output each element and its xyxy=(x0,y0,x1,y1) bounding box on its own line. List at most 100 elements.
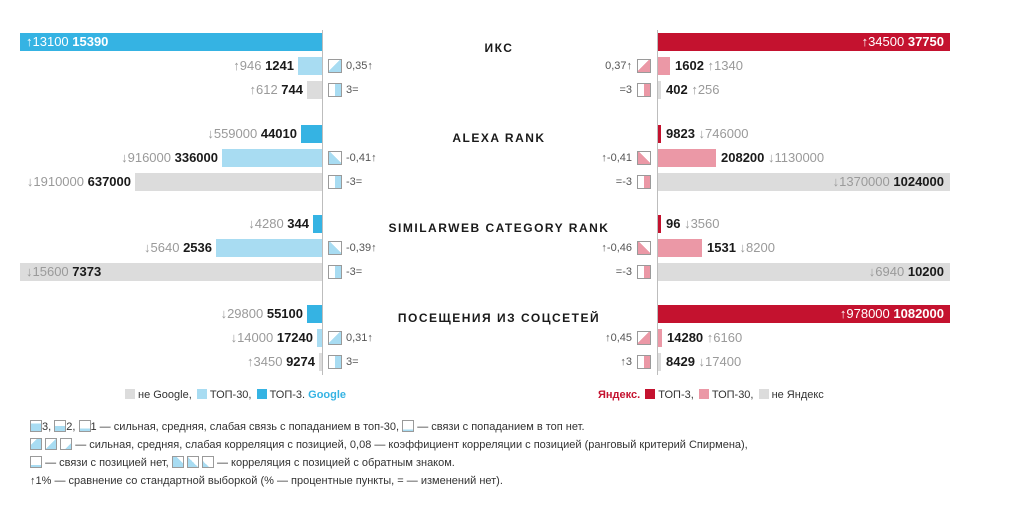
compare-value: ↑946 xyxy=(233,58,266,73)
right-axis-line xyxy=(657,30,658,375)
yandex-bar xyxy=(658,81,661,99)
google-value-label: ↓29800 55100 xyxy=(221,305,303,323)
google-value-label: ↓5640 2536 xyxy=(144,239,212,257)
bar-value: 15390 xyxy=(72,34,109,49)
google-value-label: ↓1910000 637000 xyxy=(27,173,131,191)
compare-value: ↓8200 xyxy=(739,240,775,255)
yandex-corr-value: 0,37↑ xyxy=(605,60,632,72)
google-bar xyxy=(298,57,322,75)
legend-label-non-google: не Google, xyxy=(138,389,192,401)
legend-swatch-non-yandex xyxy=(758,389,769,399)
compare-value: ↓746000 xyxy=(698,126,749,141)
compare-value: ↑612 xyxy=(249,82,282,97)
google-value-label: ↓916000 336000 xyxy=(121,149,218,167)
google-value-label: ↓15600 7373 xyxy=(26,263,101,281)
google-bar xyxy=(307,305,322,323)
compare-value: ↓559000 xyxy=(207,126,261,141)
google-corr-value: 3= xyxy=(346,84,359,96)
bar-value: 10200 xyxy=(907,264,944,279)
strong-correlation-icon xyxy=(30,438,42,450)
yandex-corr-icon xyxy=(637,241,651,255)
yandex-bar xyxy=(658,239,702,257)
bar-value: 344 xyxy=(287,216,309,231)
yandex-value-label: 1602 ↑1340 xyxy=(675,57,743,75)
group-title: ИКС xyxy=(484,41,514,55)
legend-swatch-yandex-top3 xyxy=(645,389,656,399)
bar-value: 1082000 xyxy=(893,306,944,321)
bar-value: 1602 xyxy=(675,58,708,73)
yandex-bar xyxy=(658,305,950,323)
yandex-value-label: 1531 ↓8200 xyxy=(707,239,775,257)
google-corr-value: 0,35↑ xyxy=(346,60,373,72)
bar-value: 55100 xyxy=(266,306,303,321)
bar-value: 637000 xyxy=(87,174,131,189)
yandex-value-label: 14280 ↑6160 xyxy=(667,329,742,347)
legend-brand-google: Google xyxy=(308,389,347,401)
yandex-value-label: 96 ↓3560 xyxy=(666,215,720,233)
bar-value: 14280 xyxy=(667,330,707,345)
google-value-label: ↓4280 344 xyxy=(248,215,309,233)
google-corr-value: -3= xyxy=(346,266,363,278)
compare-value: ↑34500 xyxy=(861,34,908,49)
google-value-label: ↓14000 17240 xyxy=(231,329,313,347)
yandex-bar xyxy=(658,33,950,51)
compare-value: ↓3560 xyxy=(684,216,720,231)
google-corr-icon xyxy=(328,241,342,255)
google-bar xyxy=(20,33,322,51)
yandex-corr-value: =-3 xyxy=(615,176,632,188)
google-corr-value: -0,39↑ xyxy=(346,242,377,254)
google-corr-icon xyxy=(328,151,342,165)
yandex-corr-value: =-3 xyxy=(615,266,632,278)
legend-label-google-top3: ТОП-3. xyxy=(269,389,306,401)
yandex-value-label: ↓1370000 1024000 xyxy=(833,173,944,191)
legend-label-yandex-top30: ТОП-30, xyxy=(711,389,754,401)
compare-value: ↓29800 xyxy=(220,306,267,321)
google-value-label: ↓559000 44010 xyxy=(207,125,297,143)
compare-value: ↑1340 xyxy=(707,58,743,73)
inverse-medium-correlation-icon xyxy=(186,456,199,468)
google-value-label: ↑946 1241 xyxy=(233,57,294,75)
yandex-value-label: ↑34500 37750 xyxy=(862,33,944,51)
yandex-bar xyxy=(658,353,661,371)
yandex-bar xyxy=(658,57,670,75)
google-corr-icon xyxy=(328,331,342,345)
yandex-value-label: ↓6940 10200 xyxy=(869,263,944,281)
note-text-1b: 2, xyxy=(66,421,76,433)
compare-value: ↓5640 xyxy=(144,240,184,255)
legend-label-google-top30: ТОП-30, xyxy=(209,389,252,401)
bar-value: 402 xyxy=(666,82,692,97)
compare-value: ↓4280 xyxy=(248,216,288,231)
yandex-value-label: ↑978000 1082000 xyxy=(840,305,944,323)
yandex-corr-icon xyxy=(637,59,651,73)
google-value-label: ↑612 744 xyxy=(249,81,303,99)
bar-value: 96 xyxy=(666,216,685,231)
yandex-corr-value: =3 xyxy=(619,84,632,96)
yandex-corr-icon xyxy=(637,265,651,279)
legend-yandex: Яндекс. ТОП-3, ТОП-30, не Яндекс xyxy=(598,388,824,402)
left-axis-line xyxy=(322,30,323,375)
compare-value: ↓14000 xyxy=(230,330,277,345)
google-corr-value: -0,41↑ xyxy=(346,152,377,164)
compare-value: ↑6160 xyxy=(706,330,743,345)
legend-label-yandex-top3: ТОП-3, xyxy=(658,389,694,401)
legend-brand-yandex: Яндекс. xyxy=(598,389,641,401)
google-bar xyxy=(20,263,322,281)
google-bar xyxy=(313,215,322,233)
google-bar xyxy=(307,81,322,99)
yandex-value-label: 9823 ↓746000 xyxy=(666,125,748,143)
compare-value: ↓1130000 xyxy=(768,150,825,165)
google-bar xyxy=(222,149,322,167)
no-link-icon xyxy=(402,420,415,432)
medium-correlation-icon xyxy=(45,438,58,450)
legend-swatch-google-top30 xyxy=(196,389,207,399)
compare-value: ↑256 xyxy=(691,82,720,97)
google-bar xyxy=(301,125,322,143)
yandex-corr-icon xyxy=(637,175,651,189)
yandex-value-label: 402 ↑256 xyxy=(666,81,720,99)
group-title: SIMILARWEB CATEGORY RANK xyxy=(388,221,610,235)
yandex-corr-value: ↑0,45 xyxy=(605,332,632,344)
compare-value: ↓6940 xyxy=(868,264,908,279)
strong-link-icon xyxy=(30,420,42,432)
bar-value: 8429 xyxy=(666,354,699,369)
